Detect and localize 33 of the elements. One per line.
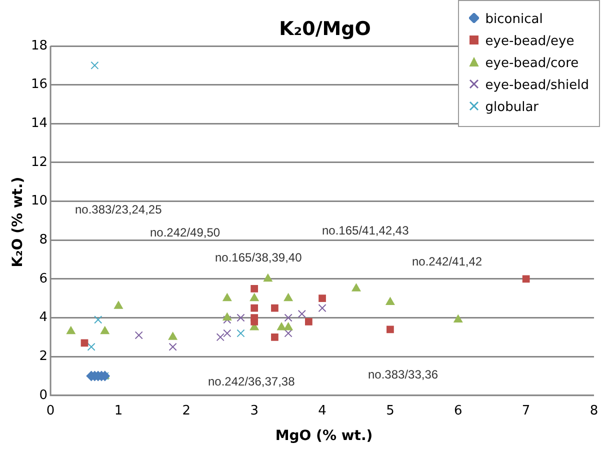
x-tick-label: 1: [114, 404, 123, 419]
x-tick-label: 5: [386, 404, 394, 419]
legend-label: eye-bead/shield: [484, 78, 589, 93]
annotation: no.383/23,24,25: [75, 202, 162, 216]
annotation: no.165/41,42,43: [322, 223, 410, 238]
legend-label: eye-bead/core: [484, 56, 580, 71]
y-tick-label: 14: [30, 116, 48, 132]
x-tick-label: 2: [182, 404, 191, 419]
y-tick-label: 12: [30, 154, 48, 170]
annotation: no.165/38,39,40: [215, 250, 302, 264]
y-axis-title: K₂O (% wt.): [10, 176, 26, 268]
y-tick-label: 18: [30, 38, 48, 54]
x-tick-label: 6: [454, 404, 462, 419]
legend-label: eye-bead/eye: [484, 34, 576, 49]
y-tick-label: 10: [30, 194, 48, 209]
y-tick-label: 2: [39, 348, 48, 364]
annotation: no.242/49,50: [150, 225, 220, 240]
legend-label: globular: [484, 100, 540, 115]
annotation: no.242/36,37,38: [208, 374, 296, 388]
chart-title: K₂0/MgO: [278, 18, 372, 40]
y-tick-label: 0: [39, 388, 48, 403]
x-tick-label: 8: [590, 404, 598, 419]
x-tick-label: 4: [318, 404, 326, 419]
y-tick-label: 16: [30, 77, 48, 92]
y-tick-label: 8: [39, 232, 48, 248]
y-tick-label: 4: [39, 310, 48, 326]
annotation: no.242/41,42: [412, 254, 482, 268]
y-tick-label: 6: [39, 271, 48, 286]
x-tick-label: 7: [522, 404, 530, 419]
x-tick-label: 3: [250, 404, 258, 419]
annotation: no.383/33,36: [368, 367, 438, 382]
legend-label: biconical: [484, 12, 544, 27]
x-axis-title: MgO (% wt.): [274, 428, 374, 444]
